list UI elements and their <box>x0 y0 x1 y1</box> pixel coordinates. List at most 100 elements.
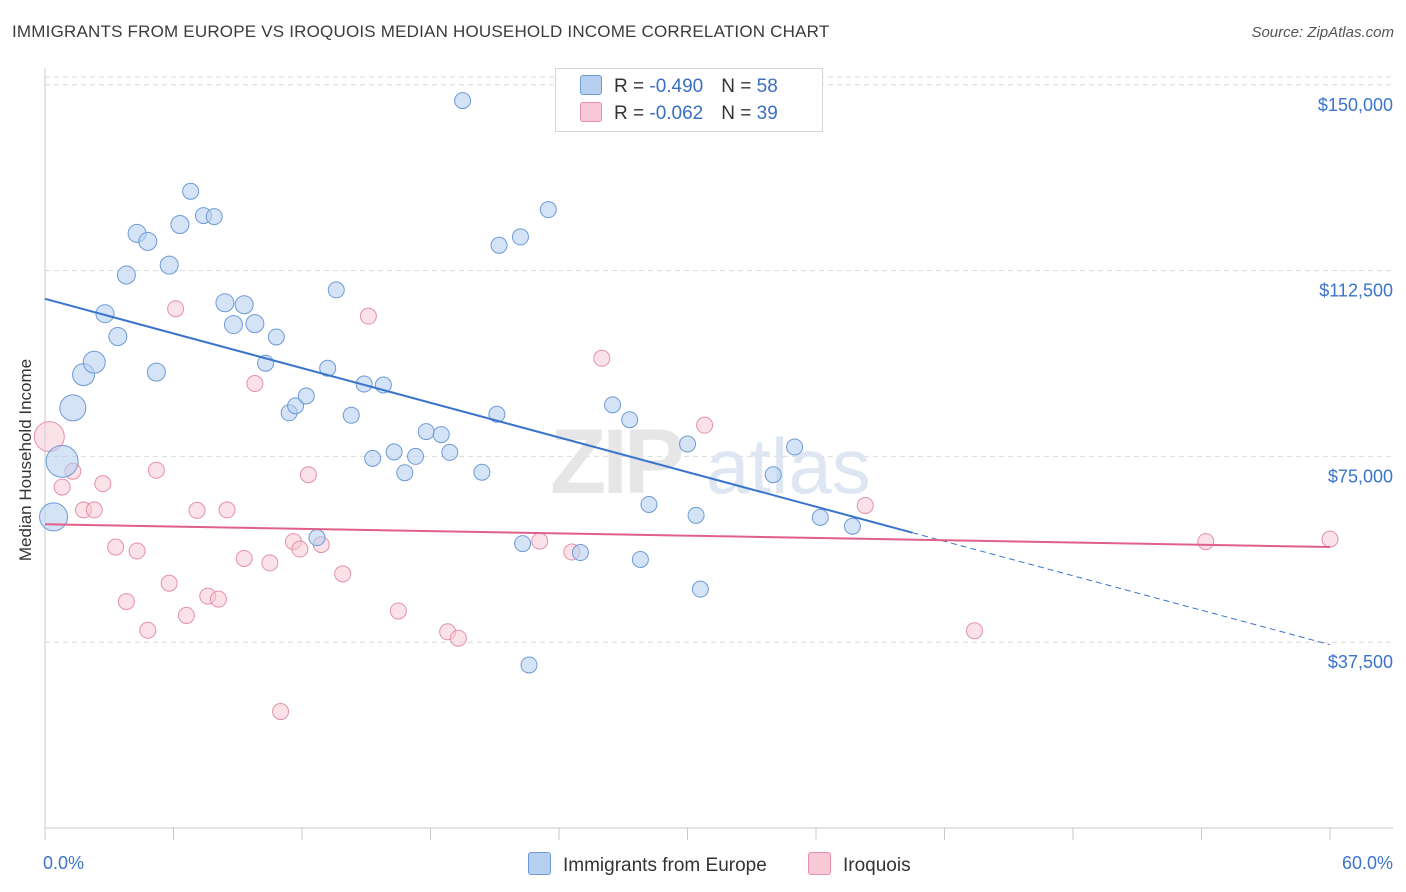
europe-point <box>364 449 382 467</box>
iroquois-point <box>94 475 112 493</box>
iroquois-point <box>53 478 71 496</box>
iroquois-point <box>696 416 714 434</box>
iroquois-point <box>261 554 279 572</box>
europe-point <box>385 443 403 461</box>
europe-point <box>604 396 622 414</box>
iroquois-legend-swatch <box>808 852 831 875</box>
n-label: N = <box>721 76 757 97</box>
europe-point <box>308 529 326 547</box>
europe-point <box>205 208 223 226</box>
europe-point <box>159 255 179 275</box>
europe-point <box>640 495 658 513</box>
europe-point <box>146 362 166 382</box>
europe-swatch <box>580 75 602 95</box>
europe-point <box>764 466 782 484</box>
y-tick-label: $150,000 <box>1318 95 1393 115</box>
europe-point <box>539 201 557 219</box>
y-tick-label: $112,500 <box>1319 281 1393 301</box>
iroquois-point <box>1197 533 1215 551</box>
iroquois-point <box>359 307 377 325</box>
iroquois-point <box>235 549 253 567</box>
europe-legend-swatch <box>528 852 551 875</box>
europe-point <box>396 464 414 482</box>
r-label: R = <box>614 103 650 124</box>
iroquois-point <box>449 629 467 647</box>
europe-point <box>245 314 265 334</box>
y-axis-label: Median Household Income <box>16 358 35 562</box>
europe-point <box>417 423 435 441</box>
n-value: 58 <box>756 76 778 97</box>
europe-point <box>95 304 115 324</box>
y-tick-label: $37,500 <box>1328 652 1393 672</box>
europe-point <box>786 438 804 456</box>
europe-point <box>170 215 190 235</box>
europe-point <box>454 92 472 110</box>
europe-point <box>223 315 243 335</box>
iroquois-point <box>246 375 264 393</box>
europe-point <box>691 580 709 598</box>
iroquois-point <box>1321 530 1339 548</box>
iroquois-point <box>160 574 178 592</box>
stats-row-iroquois: R = -0.062 N = 39 <box>580 102 778 126</box>
europe-point <box>342 406 360 424</box>
iroquois-points <box>33 300 1339 721</box>
europe-point <box>234 295 254 315</box>
iroquois-trend-line <box>44 523 1331 549</box>
r-value: -0.490 <box>649 76 704 97</box>
europe-point <box>215 293 235 313</box>
europe-point <box>297 387 315 405</box>
europe-trend-extension <box>912 532 1331 646</box>
stats-legend: R = -0.490 N = 58 R = -0.062 N = 39 <box>555 68 823 132</box>
europe-point <box>182 182 200 200</box>
europe-trend-line <box>44 297 913 534</box>
europe-point <box>514 535 532 553</box>
iroquois-point <box>218 501 236 519</box>
europe-point <box>811 508 829 526</box>
europe-point <box>45 444 79 478</box>
europe-point <box>621 411 639 429</box>
europe-point <box>116 265 136 285</box>
iroquois-point <box>856 496 874 514</box>
y-tick-labels: $37,500 $75,000 $112,500 $150,000 <box>1318 95 1393 672</box>
n-value: 39 <box>756 103 778 124</box>
iroquois-point <box>299 466 317 484</box>
europe-point <box>679 435 696 453</box>
stats-row-europe: R = -0.490 N = 58 <box>580 75 778 99</box>
r-value: -0.062 <box>649 103 704 124</box>
svg-text:atlas: atlas <box>706 422 871 510</box>
europe-point <box>473 463 491 481</box>
iroquois-point <box>965 622 983 640</box>
europe-points <box>39 92 861 674</box>
trend-lines <box>44 297 1331 646</box>
europe-point <box>59 394 87 422</box>
n-label: N = <box>721 103 757 124</box>
iroquois-point <box>177 606 195 624</box>
legend-item-iroquois[interactable]: Iroquois <box>808 852 911 877</box>
europe-point <box>108 326 128 346</box>
europe-point <box>520 656 538 674</box>
iroquois-point <box>147 461 165 479</box>
europe-point <box>631 550 649 568</box>
iroquois-point <box>188 501 206 519</box>
europe-point <box>267 328 285 346</box>
europe-point <box>490 236 508 254</box>
europe-point <box>687 506 705 524</box>
iroquois-point <box>272 703 290 721</box>
x-tick-label: 60.0% <box>1342 853 1393 873</box>
iroquois-point <box>593 349 611 367</box>
iroquois-point <box>139 621 157 639</box>
iroquois-point <box>128 542 146 560</box>
legend-item-europe[interactable]: Immigrants from Europe <box>528 852 767 877</box>
europe-point <box>82 350 106 374</box>
svg-text:ZIP: ZIP <box>550 411 683 513</box>
zipatlas-watermark: ZIP atlas <box>550 411 871 513</box>
iroquois-point <box>85 501 103 519</box>
europe-point <box>39 502 69 532</box>
x-tick-label: 0.0% <box>43 853 84 873</box>
iroquois-point <box>334 565 352 583</box>
iroquois-point <box>389 602 407 620</box>
iroquois-point <box>209 590 227 608</box>
europe-point <box>138 231 158 251</box>
europe-point <box>287 397 305 415</box>
